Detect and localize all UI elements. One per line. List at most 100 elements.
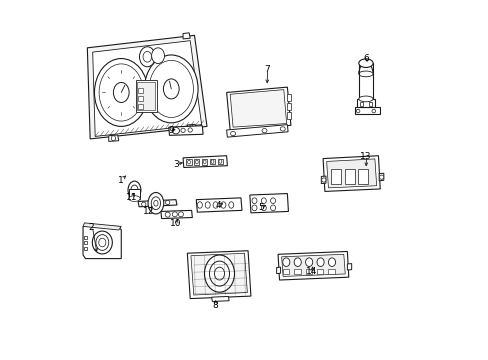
Ellipse shape	[203, 160, 205, 163]
Ellipse shape	[358, 59, 372, 67]
Ellipse shape	[261, 198, 266, 203]
Bar	[344, 169, 354, 184]
Ellipse shape	[128, 181, 141, 199]
Bar	[305, 269, 311, 274]
Ellipse shape	[131, 185, 138, 195]
Ellipse shape	[261, 205, 266, 211]
Polygon shape	[108, 135, 119, 141]
Ellipse shape	[128, 196, 140, 202]
Ellipse shape	[221, 202, 225, 208]
Text: 9: 9	[168, 126, 174, 135]
Ellipse shape	[172, 127, 179, 134]
Text: 5: 5	[258, 203, 264, 212]
Text: 13: 13	[360, 152, 371, 161]
Polygon shape	[168, 126, 203, 135]
Ellipse shape	[209, 261, 229, 286]
Polygon shape	[196, 198, 242, 212]
Polygon shape	[183, 156, 227, 167]
Polygon shape	[93, 41, 201, 136]
Polygon shape	[326, 159, 376, 188]
Polygon shape	[226, 125, 287, 137]
Ellipse shape	[195, 160, 198, 164]
Ellipse shape	[321, 178, 325, 182]
Bar	[282, 269, 288, 274]
Bar	[330, 169, 340, 184]
Polygon shape	[211, 296, 229, 301]
Polygon shape	[187, 251, 250, 298]
Bar	[83, 242, 87, 244]
Ellipse shape	[151, 197, 160, 210]
Ellipse shape	[219, 159, 222, 163]
Bar	[138, 88, 142, 93]
Bar	[328, 269, 334, 274]
Ellipse shape	[282, 258, 289, 266]
Ellipse shape	[143, 51, 151, 62]
Ellipse shape	[144, 55, 198, 123]
Polygon shape	[230, 90, 286, 127]
Ellipse shape	[99, 238, 106, 247]
Ellipse shape	[99, 64, 143, 121]
Ellipse shape	[172, 212, 177, 217]
Bar	[287, 103, 290, 110]
Ellipse shape	[204, 255, 234, 292]
Polygon shape	[226, 87, 290, 131]
Ellipse shape	[181, 128, 185, 132]
Ellipse shape	[149, 60, 193, 117]
Ellipse shape	[111, 136, 115, 141]
Ellipse shape	[188, 128, 192, 132]
Text: 8: 8	[212, 301, 218, 310]
Ellipse shape	[316, 258, 324, 266]
Polygon shape	[354, 107, 379, 114]
Polygon shape	[183, 33, 190, 39]
Ellipse shape	[165, 212, 170, 217]
Polygon shape	[83, 226, 121, 258]
Polygon shape	[378, 173, 383, 181]
Text: 7: 7	[264, 66, 269, 75]
Bar	[194, 159, 199, 165]
Ellipse shape	[94, 59, 148, 126]
Ellipse shape	[213, 202, 218, 208]
Polygon shape	[321, 176, 325, 184]
Ellipse shape	[113, 82, 129, 103]
Polygon shape	[278, 251, 348, 280]
Bar	[217, 158, 223, 164]
Ellipse shape	[211, 160, 214, 163]
Polygon shape	[323, 156, 380, 192]
Polygon shape	[281, 254, 345, 276]
Ellipse shape	[151, 48, 164, 64]
Ellipse shape	[356, 109, 359, 113]
Polygon shape	[190, 253, 247, 295]
Ellipse shape	[148, 193, 163, 214]
Bar	[83, 247, 87, 249]
Bar	[359, 102, 363, 106]
Ellipse shape	[178, 212, 183, 217]
Bar	[137, 82, 155, 111]
Text: 2: 2	[89, 222, 94, 231]
Polygon shape	[138, 200, 177, 207]
Bar	[358, 74, 372, 99]
Text: 12: 12	[143, 207, 154, 216]
Polygon shape	[249, 194, 288, 213]
Text: 6: 6	[363, 54, 369, 63]
Ellipse shape	[163, 79, 179, 99]
Polygon shape	[346, 264, 351, 270]
Ellipse shape	[328, 258, 335, 266]
Bar	[287, 94, 290, 101]
Ellipse shape	[379, 175, 383, 179]
Ellipse shape	[251, 198, 257, 203]
Ellipse shape	[230, 131, 235, 136]
Text: 14: 14	[305, 267, 317, 276]
Ellipse shape	[92, 231, 112, 254]
Polygon shape	[161, 210, 192, 219]
Ellipse shape	[228, 202, 233, 208]
Text: 3: 3	[173, 160, 179, 169]
Ellipse shape	[270, 198, 275, 203]
Ellipse shape	[187, 160, 190, 164]
Ellipse shape	[270, 205, 275, 211]
Bar	[138, 104, 142, 109]
Ellipse shape	[205, 202, 210, 208]
Text: 1: 1	[118, 176, 124, 185]
Bar	[368, 102, 372, 106]
Polygon shape	[276, 267, 280, 274]
Bar	[186, 159, 191, 165]
